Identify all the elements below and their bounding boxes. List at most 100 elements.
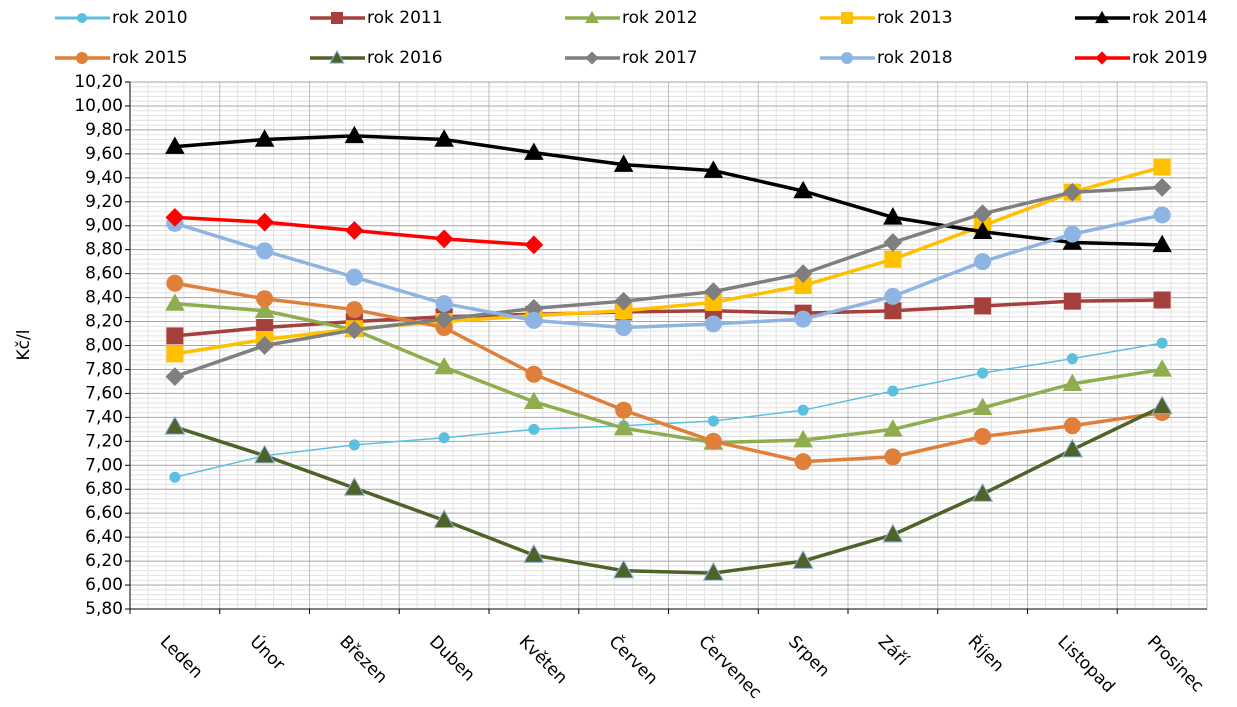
marker xyxy=(1066,353,1078,365)
marker xyxy=(882,523,904,543)
marker xyxy=(343,476,366,496)
marker xyxy=(165,293,185,311)
legend-label: rok 2014 xyxy=(1132,8,1208,28)
marker xyxy=(704,282,723,301)
marker xyxy=(794,310,812,328)
marker xyxy=(525,311,543,329)
marker xyxy=(974,253,992,271)
series-line xyxy=(174,165,1163,356)
series-line xyxy=(174,301,1163,445)
marker xyxy=(435,295,453,313)
marker xyxy=(615,302,633,320)
marker xyxy=(615,319,633,337)
marker xyxy=(1153,206,1171,224)
marker xyxy=(345,221,364,240)
legend-label: rok 2013 xyxy=(877,8,953,28)
x-tick-label: Listopad xyxy=(1053,632,1118,697)
y-tick-label: 8,60 xyxy=(85,264,123,284)
legend-marker xyxy=(76,52,88,64)
marker xyxy=(253,444,276,464)
marker xyxy=(1063,182,1082,202)
x-tick-label: Září xyxy=(874,632,913,671)
marker xyxy=(1062,373,1083,392)
legend-label: rok 2016 xyxy=(367,48,443,68)
y-tick-label: 7,80 xyxy=(85,359,123,379)
legend-label: rok 2010 xyxy=(112,8,188,28)
marker xyxy=(793,429,813,448)
marker xyxy=(793,180,813,199)
marker xyxy=(1063,292,1081,310)
legend-marker xyxy=(77,13,87,23)
marker xyxy=(256,242,274,260)
marker xyxy=(1153,291,1171,309)
marker xyxy=(793,264,813,283)
marker xyxy=(434,229,454,249)
marker xyxy=(256,290,274,308)
marker xyxy=(164,415,186,435)
marker xyxy=(524,299,544,318)
marker xyxy=(615,401,633,419)
marker xyxy=(434,356,454,375)
marker xyxy=(1151,395,1173,415)
marker xyxy=(1153,158,1171,176)
marker xyxy=(348,439,360,451)
marker xyxy=(704,315,722,333)
y-tick-label: 6,60 xyxy=(85,503,123,523)
marker xyxy=(524,142,544,160)
x-tick-label: Leden xyxy=(156,632,207,683)
legend-label: rok 2019 xyxy=(1132,48,1208,68)
series-line xyxy=(174,185,1163,379)
marker xyxy=(884,250,902,268)
marker xyxy=(434,309,454,329)
marker xyxy=(345,301,363,319)
marker xyxy=(1156,337,1168,349)
marker xyxy=(1152,178,1172,197)
legend-marker xyxy=(585,10,599,24)
y-axis-label: Kč/l xyxy=(14,330,34,361)
x-tick-label: Duben xyxy=(425,632,479,686)
marker xyxy=(254,300,275,318)
marker xyxy=(971,482,994,502)
marker xyxy=(797,404,809,416)
y-tick-label: 7,00 xyxy=(85,455,123,475)
marker xyxy=(345,320,364,340)
x-tick-label: Březen xyxy=(335,632,391,688)
y-tick-label: 9,60 xyxy=(85,144,123,164)
marker xyxy=(884,302,902,320)
x-tick-label: Červenec xyxy=(694,631,766,703)
legend-label: rok 2015 xyxy=(112,48,188,68)
marker xyxy=(524,391,544,410)
y-tick-label: 7,40 xyxy=(85,407,123,427)
y-tick-label: 7,20 xyxy=(85,431,123,451)
series-line xyxy=(174,342,1163,478)
marker xyxy=(612,559,635,579)
y-tick-label: 9,20 xyxy=(85,192,123,212)
marker xyxy=(254,129,275,147)
legend-marker xyxy=(329,49,345,64)
legend-label: rok 2011 xyxy=(367,8,443,28)
marker xyxy=(704,432,722,450)
x-tick-label: Květen xyxy=(515,632,571,688)
marker xyxy=(884,287,902,305)
marker xyxy=(883,233,903,252)
marker xyxy=(523,543,545,563)
legend-marker xyxy=(1095,10,1109,24)
marker xyxy=(1063,225,1081,243)
y-tick-label: 8,20 xyxy=(85,312,123,332)
marker xyxy=(166,345,184,363)
series-line xyxy=(174,298,1163,338)
x-tick-label: Červen xyxy=(605,631,663,689)
y-tick-label: 9,80 xyxy=(85,120,123,140)
marker xyxy=(1152,234,1172,253)
y-tick-label: 6,20 xyxy=(85,551,123,571)
legend-marker xyxy=(841,12,853,24)
legend-marker xyxy=(331,12,343,24)
marker xyxy=(524,235,544,255)
marker xyxy=(977,367,989,379)
marker xyxy=(794,453,812,471)
marker xyxy=(973,204,992,224)
marker xyxy=(794,277,812,295)
x-tick-label: Srpen xyxy=(784,632,833,681)
marker xyxy=(433,509,455,529)
marker xyxy=(614,291,633,311)
